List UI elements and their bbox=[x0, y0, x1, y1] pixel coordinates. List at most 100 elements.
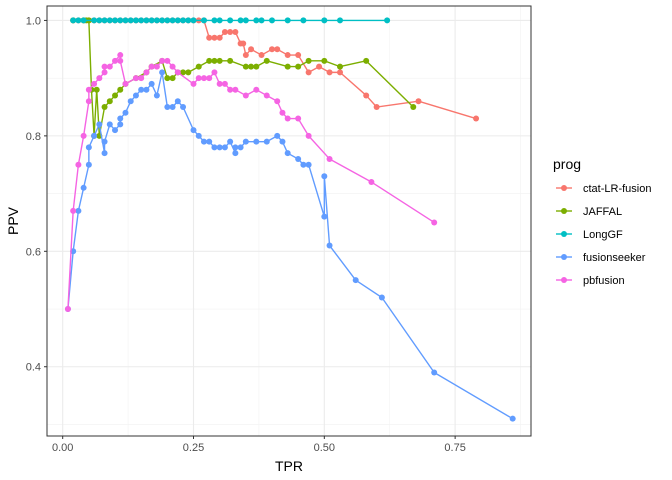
data-point-longgf bbox=[75, 17, 82, 24]
data-point-fusionseeker bbox=[232, 144, 239, 151]
data-point-pbfusion bbox=[368, 179, 375, 186]
series-fusionseeker bbox=[64, 69, 516, 422]
data-point-ctat-lr-fusion bbox=[274, 46, 281, 53]
panel-border bbox=[46, 5, 532, 437]
data-point-ctat-lr-fusion bbox=[232, 28, 239, 35]
data-point-longgf bbox=[143, 17, 150, 24]
data-point-ctat-lr-fusion bbox=[206, 34, 213, 41]
legend-item-longgf: LongGF bbox=[556, 229, 623, 241]
data-point-jaffal bbox=[101, 104, 108, 111]
data-point-pbfusion bbox=[101, 69, 108, 76]
legend-label: pbfusion bbox=[583, 275, 625, 287]
data-point-pbfusion bbox=[106, 63, 113, 70]
data-point-fusionseeker bbox=[509, 415, 516, 422]
data-point-ctat-lr-fusion bbox=[305, 69, 312, 76]
data-point-ctat-lr-fusion bbox=[227, 28, 234, 35]
y-tick-label: 0.4 bbox=[26, 362, 41, 374]
data-point-pbfusion bbox=[190, 80, 197, 87]
data-point-ctat-lr-fusion bbox=[211, 34, 218, 41]
data-point-fusionseeker bbox=[352, 277, 359, 284]
data-point-longgf bbox=[185, 17, 192, 24]
data-point-fusionseeker bbox=[274, 132, 281, 139]
data-point-fusionseeker bbox=[206, 138, 213, 145]
data-point-fusionseeker bbox=[279, 138, 286, 145]
data-point-longgf bbox=[227, 17, 234, 24]
data-point-longgf bbox=[180, 17, 187, 24]
data-point-jaffal bbox=[211, 57, 218, 64]
data-point-longgf bbox=[138, 17, 145, 24]
data-point-pbfusion bbox=[232, 86, 239, 93]
data-point-jaffal bbox=[305, 57, 312, 64]
data-point-fusionseeker bbox=[91, 132, 98, 139]
y-tick-label: 0.6 bbox=[26, 246, 41, 258]
data-point-pbfusion bbox=[164, 57, 171, 64]
data-point-fusionseeker bbox=[295, 155, 302, 162]
data-point-longgf bbox=[164, 17, 171, 24]
data-point-pbfusion bbox=[132, 75, 139, 82]
data-point-ctat-lr-fusion bbox=[240, 40, 247, 47]
y-axis-title: PPV bbox=[5, 206, 21, 235]
data-point-pbfusion bbox=[195, 75, 202, 82]
data-point-fusionseeker bbox=[305, 161, 312, 168]
data-point-fusionseeker bbox=[195, 132, 202, 139]
legend-item-jaffal: JAFFAL bbox=[556, 206, 622, 218]
y-axis-ticks: 0.4 0.6 0.8 1.0 bbox=[26, 15, 47, 374]
data-point-longgf bbox=[122, 17, 129, 24]
data-point-fusionseeker bbox=[321, 213, 328, 220]
data-point-pbfusion bbox=[326, 155, 333, 162]
data-point-longgf bbox=[200, 17, 207, 24]
data-point-longgf bbox=[91, 17, 98, 24]
data-point-ctat-lr-fusion bbox=[242, 52, 249, 59]
data-point-longgf bbox=[258, 17, 265, 24]
x-tick-label: 0.25 bbox=[183, 442, 204, 454]
data-point-pbfusion bbox=[148, 63, 155, 70]
data-point-ctat-lr-fusion bbox=[415, 98, 422, 105]
data-point-longgf bbox=[211, 17, 218, 24]
data-point-pbfusion bbox=[91, 80, 98, 87]
data-point-pbfusion bbox=[279, 109, 286, 116]
data-point-longgf bbox=[321, 17, 328, 24]
data-point-fusionseeker bbox=[431, 369, 438, 376]
data-point-jaffal bbox=[195, 63, 202, 70]
legend-key-point bbox=[561, 208, 567, 214]
data-point-fusionseeker bbox=[174, 98, 181, 105]
data-point-ctat-lr-fusion bbox=[363, 92, 370, 99]
data-point-longgf bbox=[80, 17, 87, 24]
data-point-longgf bbox=[337, 17, 344, 24]
data-point-pbfusion bbox=[242, 92, 249, 99]
legend-title: prog bbox=[553, 156, 581, 172]
data-point-pbfusion bbox=[112, 57, 119, 64]
data-point-longgf bbox=[106, 17, 113, 24]
data-point-jaffal bbox=[242, 63, 249, 70]
data-point-longgf bbox=[174, 17, 181, 24]
data-point-pbfusion bbox=[159, 57, 166, 64]
data-point-fusionseeker bbox=[153, 92, 160, 99]
data-point-pbfusion bbox=[206, 75, 213, 82]
legend-label: LongGF bbox=[583, 229, 623, 241]
data-point-pbfusion bbox=[117, 52, 124, 59]
data-point-fusionseeker bbox=[227, 138, 234, 145]
data-point-fusionseeker bbox=[101, 150, 108, 157]
data-point-longgf bbox=[101, 17, 108, 24]
data-point-fusionseeker bbox=[164, 104, 171, 111]
data-point-jaffal bbox=[337, 63, 344, 70]
data-point-longgf bbox=[169, 17, 176, 24]
data-point-pbfusion bbox=[216, 80, 223, 87]
data-point-fusionseeker bbox=[132, 92, 139, 99]
data-point-fusionseeker bbox=[326, 242, 333, 249]
legend-key-point bbox=[561, 185, 567, 191]
data-point-longgf bbox=[148, 17, 155, 24]
data-point-pbfusion bbox=[85, 98, 92, 105]
data-point-jaffal bbox=[284, 63, 291, 70]
legend-key-point bbox=[561, 254, 567, 260]
data-point-fusionseeker bbox=[96, 121, 103, 128]
data-point-ctat-lr-fusion bbox=[373, 104, 380, 111]
data-point-ctat-lr-fusion bbox=[295, 52, 302, 59]
y-tick-label: 1.0 bbox=[26, 15, 41, 27]
series-longgf bbox=[70, 17, 391, 24]
data-point-pbfusion bbox=[138, 75, 145, 82]
data-point-jaffal bbox=[185, 69, 192, 76]
data-point-fusionseeker bbox=[169, 104, 176, 111]
data-point-fusionseeker bbox=[112, 127, 119, 134]
